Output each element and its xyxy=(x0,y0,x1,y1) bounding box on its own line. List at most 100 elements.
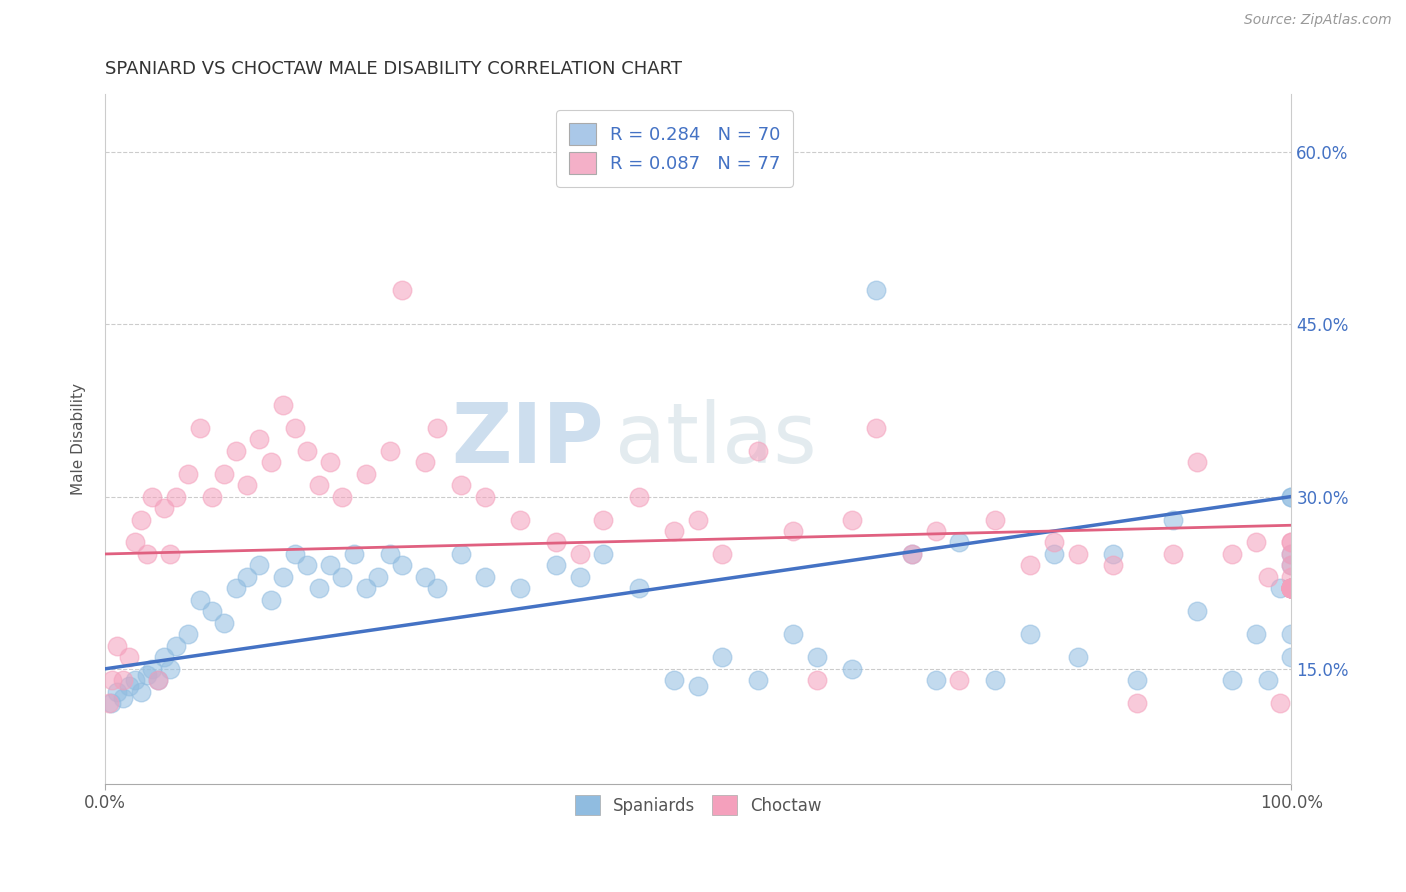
Point xyxy=(1281,582,1303,596)
Point xyxy=(1126,696,1149,710)
Point xyxy=(1281,582,1303,596)
Legend: Spaniards, Choctaw: Spaniards, Choctaw xyxy=(567,787,830,823)
Text: Source: ZipAtlas.com: Source: ZipAtlas.com xyxy=(1244,13,1392,28)
Point xyxy=(101,673,124,688)
Point xyxy=(148,673,170,688)
Point xyxy=(212,467,235,481)
Point xyxy=(308,582,330,596)
Point xyxy=(806,650,828,665)
Point xyxy=(295,558,318,573)
Point xyxy=(1244,535,1267,549)
Point xyxy=(224,582,246,596)
Point xyxy=(1281,547,1303,561)
Point xyxy=(841,662,863,676)
Point xyxy=(148,673,170,688)
Point xyxy=(124,673,146,688)
Point xyxy=(984,512,1007,526)
Point xyxy=(924,673,946,688)
Point xyxy=(354,582,377,596)
Point xyxy=(1043,535,1066,549)
Point xyxy=(236,478,259,492)
Point xyxy=(865,283,887,297)
Point xyxy=(664,673,686,688)
Point xyxy=(153,650,176,665)
Point xyxy=(1281,535,1303,549)
Point xyxy=(1281,582,1303,596)
Point xyxy=(627,490,650,504)
Point xyxy=(188,593,211,607)
Point xyxy=(1281,535,1303,549)
Point xyxy=(1281,570,1303,584)
Point xyxy=(450,478,472,492)
Point xyxy=(1185,455,1208,469)
Point xyxy=(159,662,181,676)
Point xyxy=(141,662,163,676)
Point xyxy=(247,558,270,573)
Point xyxy=(165,639,187,653)
Point xyxy=(1244,627,1267,641)
Point xyxy=(1281,582,1303,596)
Point xyxy=(105,685,128,699)
Point xyxy=(1019,627,1042,641)
Point xyxy=(568,547,591,561)
Point xyxy=(212,615,235,630)
Point xyxy=(391,558,413,573)
Point xyxy=(271,570,294,584)
Point xyxy=(1281,582,1303,596)
Point xyxy=(330,570,353,584)
Point xyxy=(1281,582,1303,596)
Point xyxy=(118,679,141,693)
Point xyxy=(474,490,496,504)
Point xyxy=(710,547,733,561)
Point xyxy=(129,685,152,699)
Point xyxy=(1281,547,1303,561)
Point xyxy=(924,524,946,538)
Point xyxy=(1281,582,1303,596)
Point xyxy=(1067,547,1090,561)
Point xyxy=(236,570,259,584)
Point xyxy=(1257,673,1279,688)
Point xyxy=(841,512,863,526)
Point xyxy=(1161,547,1184,561)
Point xyxy=(900,547,922,561)
Point xyxy=(544,535,567,549)
Point xyxy=(97,696,120,710)
Point xyxy=(378,547,401,561)
Point xyxy=(865,420,887,434)
Point xyxy=(426,582,449,596)
Text: SPANIARD VS CHOCTAW MALE DISABILITY CORRELATION CHART: SPANIARD VS CHOCTAW MALE DISABILITY CORR… xyxy=(105,60,682,78)
Point xyxy=(1281,582,1303,596)
Point xyxy=(367,570,389,584)
Point xyxy=(1185,604,1208,618)
Point xyxy=(1281,582,1303,596)
Point xyxy=(111,673,134,688)
Point xyxy=(319,558,342,573)
Y-axis label: Male Disability: Male Disability xyxy=(72,383,86,495)
Point xyxy=(806,673,828,688)
Point xyxy=(688,512,710,526)
Point xyxy=(710,650,733,665)
Point xyxy=(319,455,342,469)
Point xyxy=(664,524,686,538)
Point xyxy=(1102,547,1125,561)
Point xyxy=(224,443,246,458)
Point xyxy=(1043,547,1066,561)
Point xyxy=(260,593,283,607)
Point xyxy=(1281,490,1303,504)
Point xyxy=(1102,558,1125,573)
Point xyxy=(1281,627,1303,641)
Point xyxy=(330,490,353,504)
Point xyxy=(135,547,157,561)
Point xyxy=(948,535,970,549)
Point xyxy=(159,547,181,561)
Point xyxy=(984,673,1007,688)
Point xyxy=(201,604,224,618)
Point xyxy=(948,673,970,688)
Point xyxy=(688,679,710,693)
Point xyxy=(105,639,128,653)
Point xyxy=(124,535,146,549)
Point xyxy=(1161,512,1184,526)
Point xyxy=(1281,650,1303,665)
Point xyxy=(1281,582,1303,596)
Point xyxy=(378,443,401,458)
